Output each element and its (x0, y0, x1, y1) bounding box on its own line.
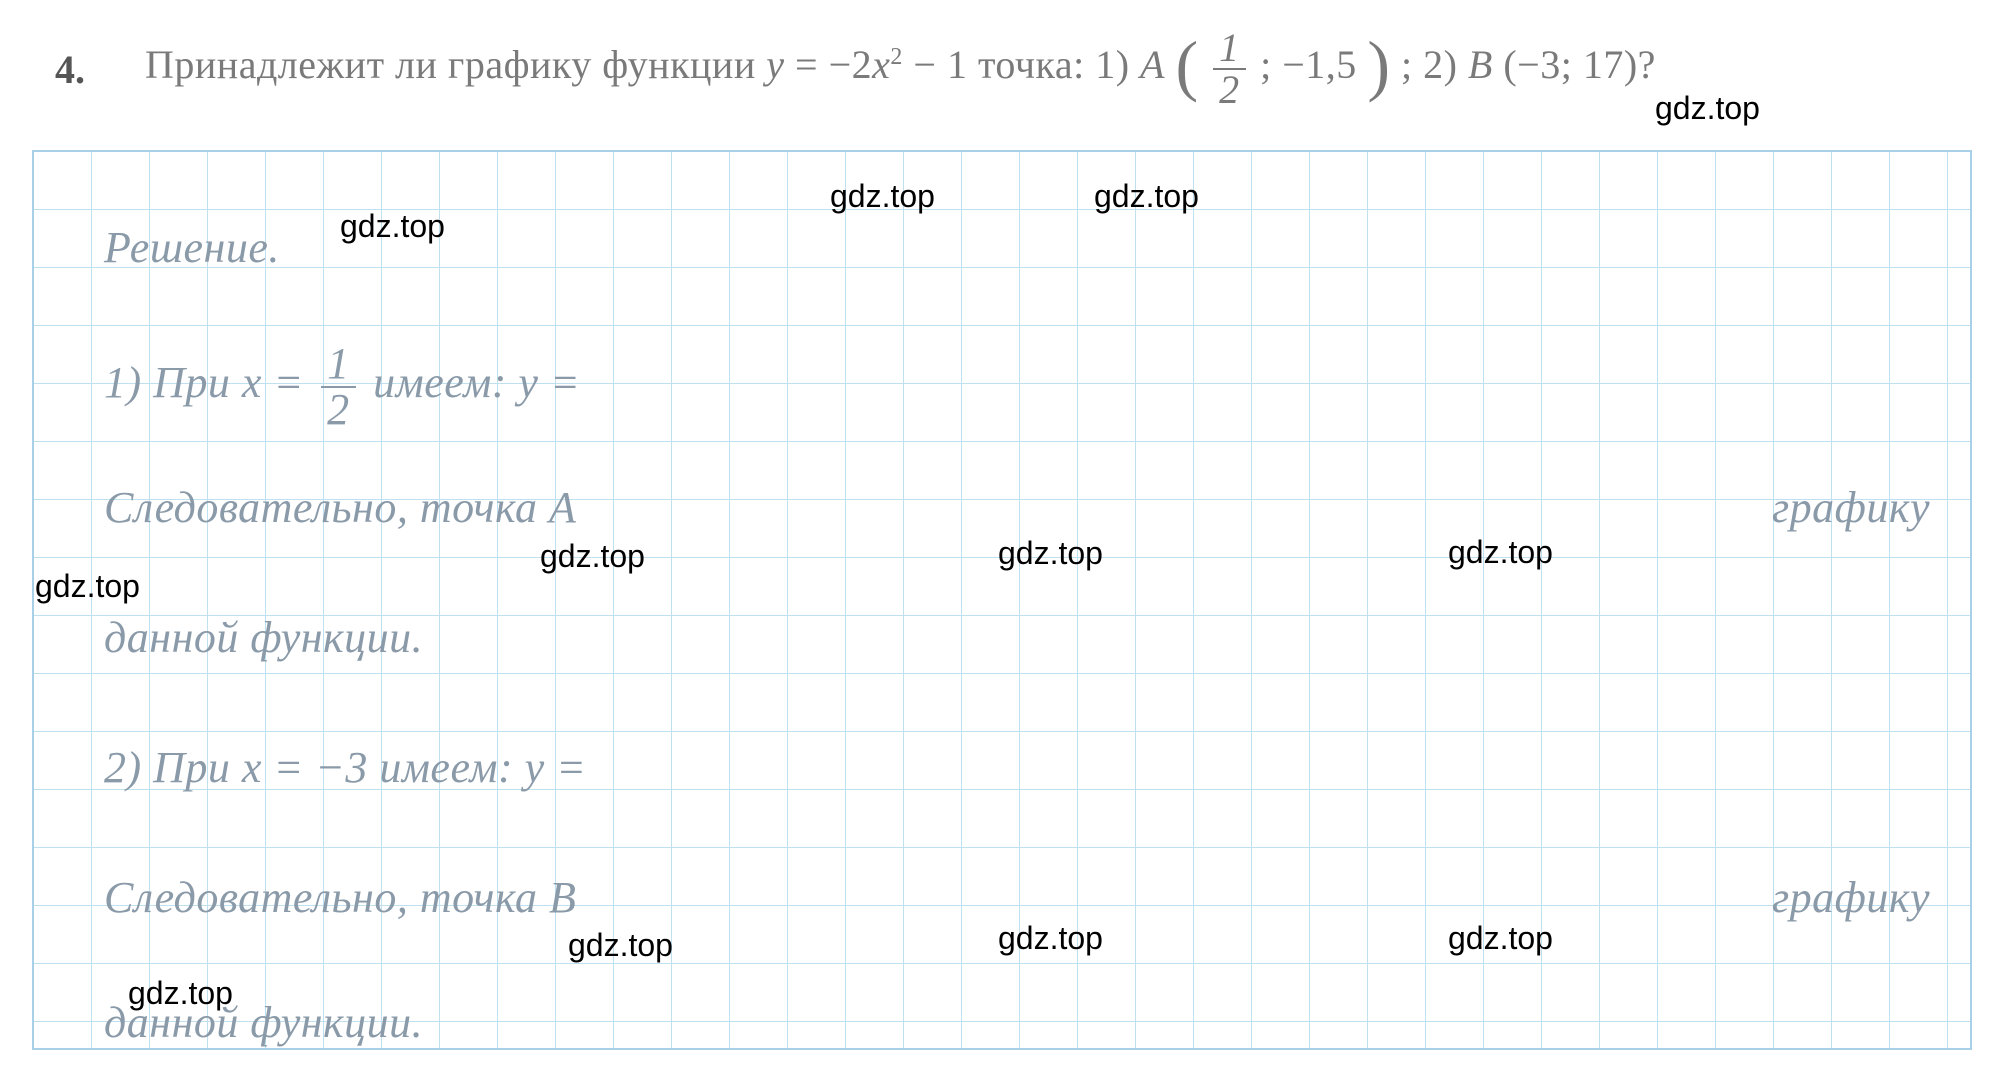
problem-number: 4. (55, 46, 85, 93)
solution-line-2b: графику (1772, 482, 1930, 533)
fraction-solution-1-den: 2 (321, 388, 356, 432)
watermark-label: gdz.top (1448, 920, 1553, 957)
formula-y: y (766, 42, 784, 87)
paren-close-icon: ) (1367, 27, 1390, 103)
watermark-label: gdz.top (1094, 178, 1199, 215)
watermark-label: gdz.top (830, 178, 935, 215)
formula-x: x (872, 42, 890, 87)
watermark-label: gdz.top (998, 535, 1103, 572)
point-A-y: −1,5 (1282, 42, 1357, 87)
watermark-label: gdz.top (35, 568, 140, 605)
solution-line-5a: Следовательно, точка B (104, 872, 576, 923)
solution-line-2a: Следовательно, точка A (104, 482, 576, 533)
point-A-label: A (1140, 42, 1165, 87)
solution-line-5b: графику (1772, 872, 1930, 923)
watermark-label: gdz.top (998, 920, 1103, 957)
problem-text-part1: Принадлежит ли графику функции (145, 42, 766, 87)
watermark-label: gdz.top (340, 208, 445, 245)
fraction-solution-1: 1 2 (321, 342, 356, 432)
point-A-sep: ; (1260, 42, 1272, 87)
formula-sq: 2 (890, 44, 903, 70)
point-B-coords: (−3; 17)? (1503, 42, 1656, 87)
watermark-label: gdz.top (1448, 534, 1553, 571)
fraction-A: 1 2 (1213, 28, 1246, 110)
paren-open-icon: ( (1175, 27, 1198, 103)
solution-line-1: 1) При x = 1 2 имеем: y = (104, 342, 580, 432)
problem-text-part3: ; 2) (1401, 42, 1468, 87)
fraction-A-num: 1 (1213, 28, 1246, 70)
answer-grid: Решение. 1) При x = 1 2 имеем: y = Следо… (32, 150, 1972, 1050)
watermark-label: gdz.top (540, 538, 645, 575)
solution-line-1a: 1) При x = (104, 358, 315, 407)
solution-line-1b: имеем: y = (373, 358, 580, 407)
formula-eq: = (795, 42, 829, 87)
watermark-label: gdz.top (568, 927, 673, 964)
formula-neg2: −2 (829, 42, 873, 87)
solution-line-4: 2) При x = −3 имеем: y = (104, 742, 586, 793)
problem-text: Принадлежит ли графику функции y = −2x2 … (145, 28, 1656, 110)
fraction-A-den: 2 (1213, 70, 1246, 110)
watermark-label: gdz.top (128, 975, 233, 1012)
problem-text-part2: точка: 1) (978, 42, 1140, 87)
watermark-label: gdz.top (1655, 90, 1760, 127)
solution-line-3: данной функции. (104, 612, 423, 663)
formula-minus1: − 1 (913, 42, 978, 87)
solution-heading: Решение. (104, 222, 280, 273)
fraction-solution-1-num: 1 (321, 342, 356, 388)
point-B-label: B (1468, 42, 1493, 87)
